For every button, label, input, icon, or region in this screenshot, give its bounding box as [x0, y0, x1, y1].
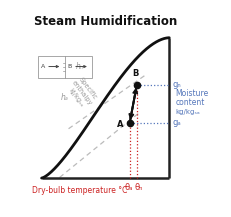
- Text: hₐ: hₐ: [61, 93, 69, 102]
- Text: gₙ: gₙ: [172, 80, 181, 89]
- Text: Dry-bulb temperature °C: Dry-bulb temperature °C: [31, 186, 127, 196]
- Text: Specific
enthalpy
kJ/kgₛₐ: Specific enthalpy kJ/kgₛₐ: [64, 75, 99, 111]
- Text: kg/kgₛₐ: kg/kgₛₐ: [175, 109, 199, 115]
- Text: A: A: [40, 64, 45, 69]
- Text: gₐ: gₐ: [172, 118, 181, 127]
- Text: A: A: [116, 120, 123, 129]
- Text: Moisture: Moisture: [175, 89, 208, 98]
- Text: content: content: [175, 98, 204, 107]
- Text: θₐ: θₐ: [124, 183, 132, 192]
- Bar: [38, 56, 91, 78]
- Text: Steam Humidification: Steam Humidification: [34, 15, 177, 28]
- Text: B: B: [67, 64, 72, 69]
- Text: hₙ: hₙ: [75, 62, 83, 71]
- Text: B: B: [131, 69, 138, 78]
- Text: θₙ: θₙ: [134, 183, 142, 192]
